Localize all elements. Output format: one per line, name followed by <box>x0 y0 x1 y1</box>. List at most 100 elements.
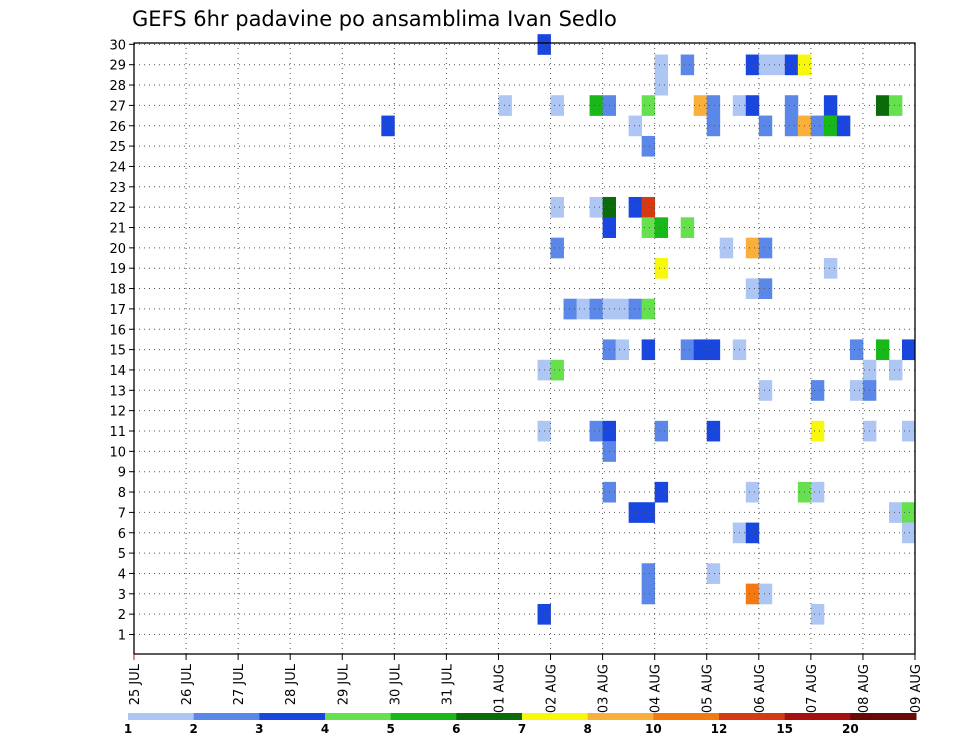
precip-cell-50 <box>576 298 590 320</box>
precip-cell-48 <box>758 278 773 300</box>
y-tick-label-18: 18 <box>109 283 126 298</box>
y-tick-label-1: 1 <box>118 629 126 644</box>
precip-cell-46 <box>823 258 838 279</box>
precip-cell-32 <box>550 196 564 218</box>
y-tick-label-6: 6 <box>118 527 126 542</box>
legend-swatch-8 <box>587 713 654 720</box>
precip-cell-25 <box>758 115 773 137</box>
legend-swatch-5 <box>390 713 457 720</box>
precip-cell-70 <box>758 380 773 401</box>
precip-cell-53 <box>615 298 630 320</box>
y-tick-label-17: 17 <box>109 303 126 318</box>
precip-cell-21 <box>888 95 903 116</box>
x-tick-label-15: 09 AUG <box>909 664 924 713</box>
legend-swatch-7 <box>522 713 589 720</box>
y-tick-label-13: 13 <box>109 384 126 399</box>
legend-swatch-2 <box>193 713 260 720</box>
x-tick-label-14: 08 AUG <box>857 664 872 713</box>
precip-cell-23 <box>628 115 643 137</box>
x-tick-label-12: 06 AUG <box>753 664 768 713</box>
y-tick-label-29: 29 <box>109 59 126 74</box>
y-tick-label-8: 8 <box>118 486 126 501</box>
precip-cell-63 <box>849 339 864 361</box>
precip-cell-13 <box>641 95 656 116</box>
precip-cell-30 <box>836 115 851 137</box>
precip-cell-96 <box>706 563 721 584</box>
precip-cell-15 <box>706 95 721 116</box>
precip-cell-4 <box>758 54 773 76</box>
legend-swatch-10 <box>719 713 786 720</box>
x-tick-label-3: 28 JUL <box>284 663 299 705</box>
x-tick-label-10: 04 AUG <box>649 664 664 713</box>
precipitation-cells <box>381 34 916 625</box>
legend-swatch-1 <box>128 713 195 720</box>
y-tick-label-2: 2 <box>118 608 126 623</box>
y-tick-label-14: 14 <box>109 364 126 379</box>
precip-cell-24 <box>706 115 721 137</box>
legend-label-12: 12 <box>711 722 728 736</box>
precip-cell-18 <box>784 95 799 116</box>
precip-cell-20 <box>875 95 890 116</box>
legend-swatch-6 <box>456 713 523 720</box>
precip-cell-78 <box>706 420 721 442</box>
precip-cell-69 <box>888 359 903 381</box>
precip-cell-44 <box>758 237 773 259</box>
legend-label-8: 8 <box>583 722 591 736</box>
y-tick-label-15: 15 <box>109 344 126 359</box>
chart-title: GEFS 6hr padavine po ansamblima Ivan Sed… <box>132 7 617 31</box>
x-tick-label-5: 30 JUL <box>388 663 403 705</box>
precip-cell-35 <box>628 196 643 218</box>
precip-cell-61 <box>706 339 721 361</box>
legend-swatch-9 <box>653 713 720 720</box>
precip-cell-88 <box>628 502 643 523</box>
x-tick-label-8: 02 AUG <box>545 664 560 713</box>
legend-label-5: 5 <box>386 722 394 736</box>
precip-cell-2 <box>680 54 695 76</box>
y-axis: 1234567891011121314151617181920212223242… <box>109 38 134 644</box>
legend-swatch-3 <box>259 713 326 720</box>
precip-cell-3 <box>745 54 760 76</box>
y-tick-label-24: 24 <box>109 160 126 175</box>
precip-cell-65 <box>901 339 916 361</box>
grid-lines <box>134 43 915 654</box>
y-tick-label-23: 23 <box>109 181 126 196</box>
precip-cell-64 <box>875 339 890 361</box>
precip-cell-33 <box>589 196 603 218</box>
x-axis: 25 JUL 26 JUL 27 JUL 28 JUL 29 JUL 30 JUL 31 J… <box>128 654 924 713</box>
y-tick-label-20: 20 <box>109 242 126 257</box>
precip-cell-89 <box>641 502 656 523</box>
precip-cell-11 <box>589 95 603 116</box>
precip-cell-47 <box>745 278 760 300</box>
precip-cell-29 <box>823 115 838 137</box>
precip-cell-72 <box>849 380 864 401</box>
y-tick-label-30: 30 <box>109 38 126 53</box>
x-tick-label-6: 31 JUL <box>440 663 455 705</box>
precip-cell-59 <box>680 339 695 361</box>
precip-cell-67 <box>550 359 564 381</box>
x-tick-label-1: 26 JUL <box>180 663 195 705</box>
y-tick-label-7: 7 <box>118 506 126 521</box>
precip-cell-43 <box>745 237 760 259</box>
y-tick-label-26: 26 <box>109 120 126 135</box>
precip-cell-94 <box>901 522 916 544</box>
precip-cell-55 <box>641 298 656 320</box>
precip-cell-41 <box>550 237 564 259</box>
precip-cell-31 <box>641 135 656 157</box>
precip-cell-77 <box>654 420 669 442</box>
y-tick-label-28: 28 <box>109 79 126 94</box>
x-tick-label-4: 29 JUL <box>336 663 351 705</box>
y-tick-label-25: 25 <box>109 140 126 155</box>
precip-cell-87 <box>810 481 825 503</box>
y-tick-label-16: 16 <box>109 323 126 338</box>
precip-cell-5 <box>771 54 786 76</box>
color-legend: 1 2 3 4 5 6 7 8 10 12 15 20 <box>124 713 917 736</box>
precip-cell-8 <box>654 74 669 96</box>
legend-label-3: 3 <box>255 722 263 736</box>
y-tick-label-3: 3 <box>118 588 126 603</box>
y-tick-label-11: 11 <box>109 425 126 440</box>
precip-cell-45 <box>654 258 669 279</box>
precip-cell-19 <box>823 95 838 116</box>
precip-cell-38 <box>641 217 656 238</box>
precip-cell-98 <box>745 583 760 605</box>
